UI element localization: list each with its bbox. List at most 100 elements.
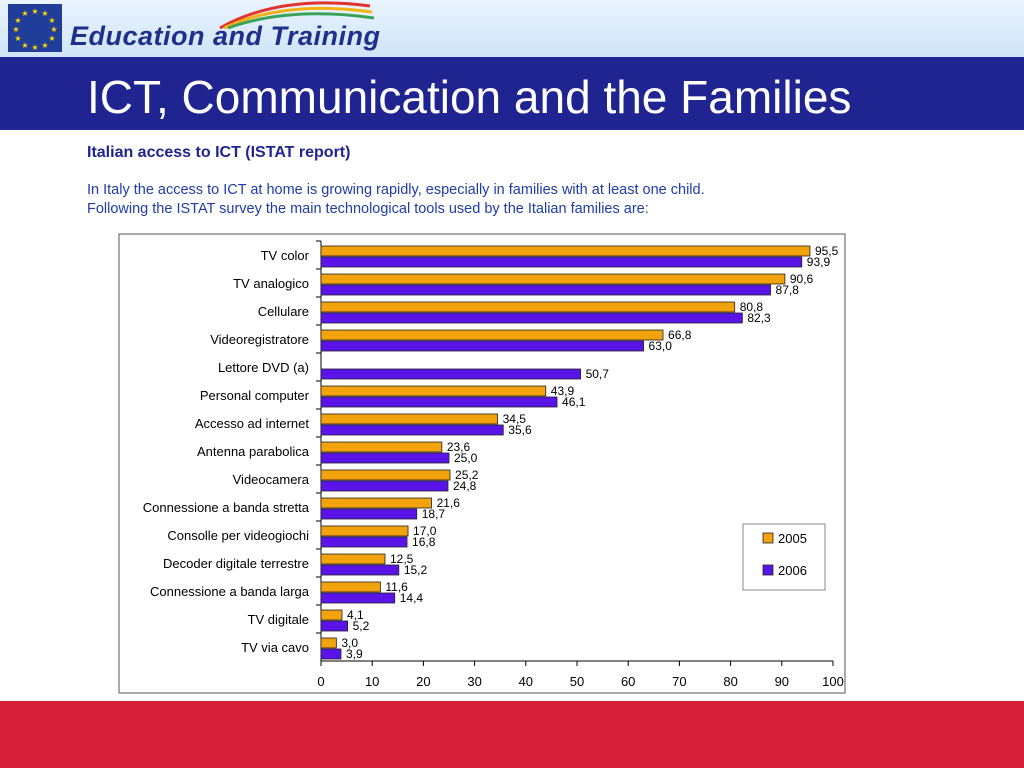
svg-text:★: ★ — [21, 9, 28, 18]
value-label-2006: 3,9 — [346, 647, 363, 661]
bar-2005 — [320, 273, 786, 285]
x-tick-label: 100 — [822, 674, 844, 689]
eu-flag-logo: ★ ★ ★ ★ ★ ★ ★ ★ ★ ★ ★ ★ — [8, 4, 62, 52]
svg-text:★: ★ — [48, 16, 55, 25]
x-tick-label: 10 — [365, 674, 379, 689]
value-label-2005: 12,5 — [390, 552, 414, 566]
category-label: TV via cavo — [241, 640, 309, 655]
bar-2006 — [320, 368, 581, 380]
legend-swatch-2006 — [762, 564, 774, 576]
bar-chart: 0 10 20 30 40 50 60 70 80 90 100 TV color 95,593,9 TV… — [118, 233, 846, 694]
category-label: Antenna parabolica — [197, 444, 310, 459]
value-label-2005: 43,9 — [551, 384, 575, 398]
value-label-2006: 18,7 — [422, 507, 446, 521]
category-label: Accesso ad internet — [195, 416, 310, 431]
bar-2006 — [320, 648, 342, 660]
value-label-2006: 16,8 — [412, 535, 436, 549]
x-tick-label: 50 — [570, 674, 584, 689]
value-label-2005: 90,6 — [790, 272, 814, 286]
bar-2005 — [320, 497, 432, 509]
intro-text: In Italy the access to ICT at home is gr… — [87, 181, 927, 219]
value-label-2005: 21,6 — [437, 496, 461, 510]
brand-swoosh-icon — [219, 1, 375, 30]
category-label: Connessione a banda larga — [150, 584, 310, 599]
bar-2006 — [320, 564, 400, 576]
bar-2006 — [320, 396, 558, 408]
page-title: ICT, Communication and the Families — [87, 71, 852, 123]
bar-2005 — [320, 329, 664, 341]
bar-2006 — [320, 452, 450, 464]
header-banner — [0, 0, 1024, 57]
category-label: TV digitale — [248, 612, 309, 627]
value-label-2005: 95,5 — [815, 244, 839, 258]
category-label: Videocamera — [233, 472, 310, 487]
value-label-2006: 46,1 — [562, 395, 586, 409]
bar-2006 — [320, 508, 418, 520]
svg-text:★: ★ — [31, 7, 38, 16]
bar-2005 — [320, 525, 409, 537]
value-label-2006: 25,0 — [454, 451, 478, 465]
category-label: TV analogico — [233, 276, 309, 291]
bar-2005 — [320, 301, 736, 313]
category-label: Decoder digitale terrestre — [163, 556, 309, 571]
x-tick-label: 60 — [621, 674, 635, 689]
bar-2006 — [320, 312, 743, 324]
title-banner — [0, 57, 1024, 130]
value-label-2006: 87,8 — [776, 283, 800, 297]
svg-text:★: ★ — [12, 25, 19, 34]
category-label: Videoregistratore — [210, 332, 309, 347]
svg-text:★: ★ — [50, 25, 57, 34]
svg-text:★: ★ — [14, 34, 21, 43]
value-label-2006: 5,2 — [353, 619, 370, 633]
value-label-2006: 35,6 — [508, 423, 532, 437]
bar-2005 — [320, 637, 337, 649]
legend-label-2006: 2006 — [778, 563, 807, 578]
value-label-2005: 23,6 — [447, 440, 471, 454]
bar-2005 — [320, 245, 811, 257]
footer-banner — [0, 701, 1024, 768]
value-label-2005: 11,6 — [385, 580, 408, 594]
value-label-2005: 66,8 — [668, 328, 692, 342]
bar-2005 — [320, 385, 547, 397]
x-tick-label: 30 — [467, 674, 481, 689]
category-label: Consolle per videogiochi — [167, 528, 309, 543]
bar-2006 — [320, 536, 408, 548]
eu-stars-icon: ★ ★ ★ ★ ★ ★ ★ ★ ★ ★ ★ ★ — [12, 7, 57, 52]
svg-text:★: ★ — [48, 34, 55, 43]
section-subtitle: Italian access to ICT (ISTAT report) — [87, 144, 351, 161]
bar-2006 — [320, 480, 449, 492]
svg-text:★: ★ — [21, 41, 28, 50]
bar-2006 — [320, 256, 803, 268]
value-label-2006: 14,4 — [400, 591, 424, 605]
value-label-2005: 34,5 — [503, 412, 527, 426]
bar-2005 — [320, 581, 381, 593]
bar-2005 — [320, 469, 451, 481]
value-label-2005: 80,8 — [740, 300, 764, 314]
value-label-2006: 82,3 — [747, 311, 771, 325]
bar-2005 — [320, 413, 499, 425]
value-label-2006: 24,8 — [453, 479, 477, 493]
bar-2006 — [320, 620, 349, 632]
bar-2005 — [320, 609, 343, 621]
value-label-2006: 93,9 — [807, 255, 831, 269]
x-tick-label: 70 — [672, 674, 686, 689]
svg-text:★: ★ — [41, 9, 48, 18]
legend-label-2005: 2005 — [778, 531, 807, 546]
x-tick-label: 90 — [775, 674, 789, 689]
x-tick-label: 20 — [416, 674, 430, 689]
chart-plot-area: 0 10 20 30 40 50 60 70 80 90 100 TV color 95,593,9 TV… — [143, 240, 844, 689]
x-tick-label: 80 — [723, 674, 737, 689]
svg-text:★: ★ — [41, 41, 48, 50]
bar-2006 — [320, 592, 396, 604]
value-label-2005: 25,2 — [455, 468, 479, 482]
value-label-2006: 15,2 — [404, 563, 428, 577]
bar-2006 — [320, 284, 771, 296]
value-label-2006: 50,7 — [586, 367, 610, 381]
svg-text:★: ★ — [31, 43, 38, 52]
x-tick-label: 40 — [519, 674, 533, 689]
value-label-2005: 3,0 — [341, 636, 358, 650]
legend-box — [742, 523, 826, 591]
bar-2005 — [320, 441, 443, 453]
bar-2005 — [320, 553, 386, 565]
bar-2006 — [320, 424, 504, 436]
